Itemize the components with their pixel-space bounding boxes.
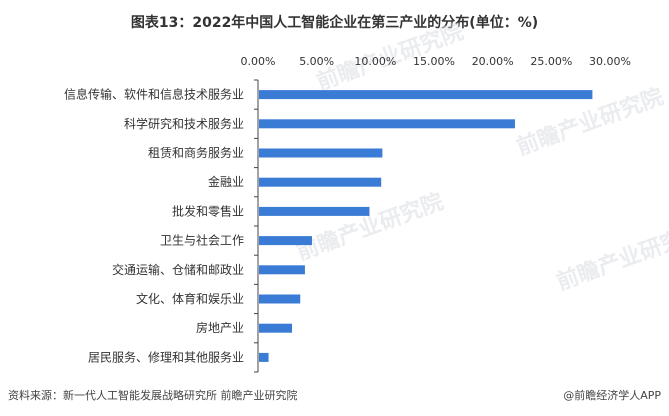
x-tick-label: 30.00% bbox=[589, 55, 631, 68]
y-category-label: 交通运输、仓储和邮政业 bbox=[112, 262, 244, 277]
bar bbox=[259, 206, 370, 216]
y-category-label: 房地产业 bbox=[196, 320, 244, 335]
bar bbox=[259, 148, 383, 158]
watermark-text: 前瞻产业研究院 bbox=[553, 219, 669, 296]
y-category-label: 批发和零售业 bbox=[172, 203, 244, 218]
x-tick-label: 0.00% bbox=[241, 55, 276, 68]
bar bbox=[259, 119, 515, 129]
y-axis-labels: 信息传输、软件和信息技术服务业科学研究和技术服务业租赁和商务服务业金融业批发和零… bbox=[64, 79, 258, 373]
bars bbox=[259, 90, 593, 362]
x-tick-label: 5.00% bbox=[299, 55, 334, 68]
y-category-label: 居民服务、修理和其他服务业 bbox=[88, 349, 244, 364]
bar bbox=[259, 177, 382, 187]
bar bbox=[259, 352, 269, 362]
x-axis-ticks: 0.00% 5.00% 10.00% 15.00% 20.00% 25.00% 30.00% bbox=[241, 55, 631, 68]
y-category-label: 信息传输、软件和信息技术服务业 bbox=[64, 87, 244, 102]
x-tick-label: 15.00% bbox=[413, 55, 455, 68]
chart-title: 图表13：2022年中国人工智能企业在第三产业的分布(单位：%) bbox=[130, 15, 539, 31]
y-category-label: 卫生与社会工作 bbox=[160, 233, 244, 248]
x-tick-label: 10.00% bbox=[354, 55, 396, 68]
bar bbox=[259, 265, 305, 275]
x-tick-label: 25.00% bbox=[530, 55, 572, 68]
brand-credit: @前瞻经济学人APP bbox=[563, 389, 661, 402]
y-category-label: 租赁和商务服务业 bbox=[148, 145, 244, 160]
bar bbox=[259, 90, 593, 100]
y-category-label: 金融业 bbox=[208, 174, 244, 189]
bar bbox=[259, 294, 301, 304]
watermark-text: 前瞻产业研究院 bbox=[293, 189, 447, 266]
y-category-label: 科学研究和技术服务业 bbox=[124, 116, 244, 131]
x-tick-label: 20.00% bbox=[472, 55, 514, 68]
y-category-label: 文化、体育和娱乐业 bbox=[136, 291, 244, 306]
bar bbox=[259, 323, 293, 333]
source-note: 资料来源：新一代人工智能发展战略研究所 前瞻产业研究院 bbox=[8, 389, 298, 402]
bar bbox=[259, 236, 312, 246]
